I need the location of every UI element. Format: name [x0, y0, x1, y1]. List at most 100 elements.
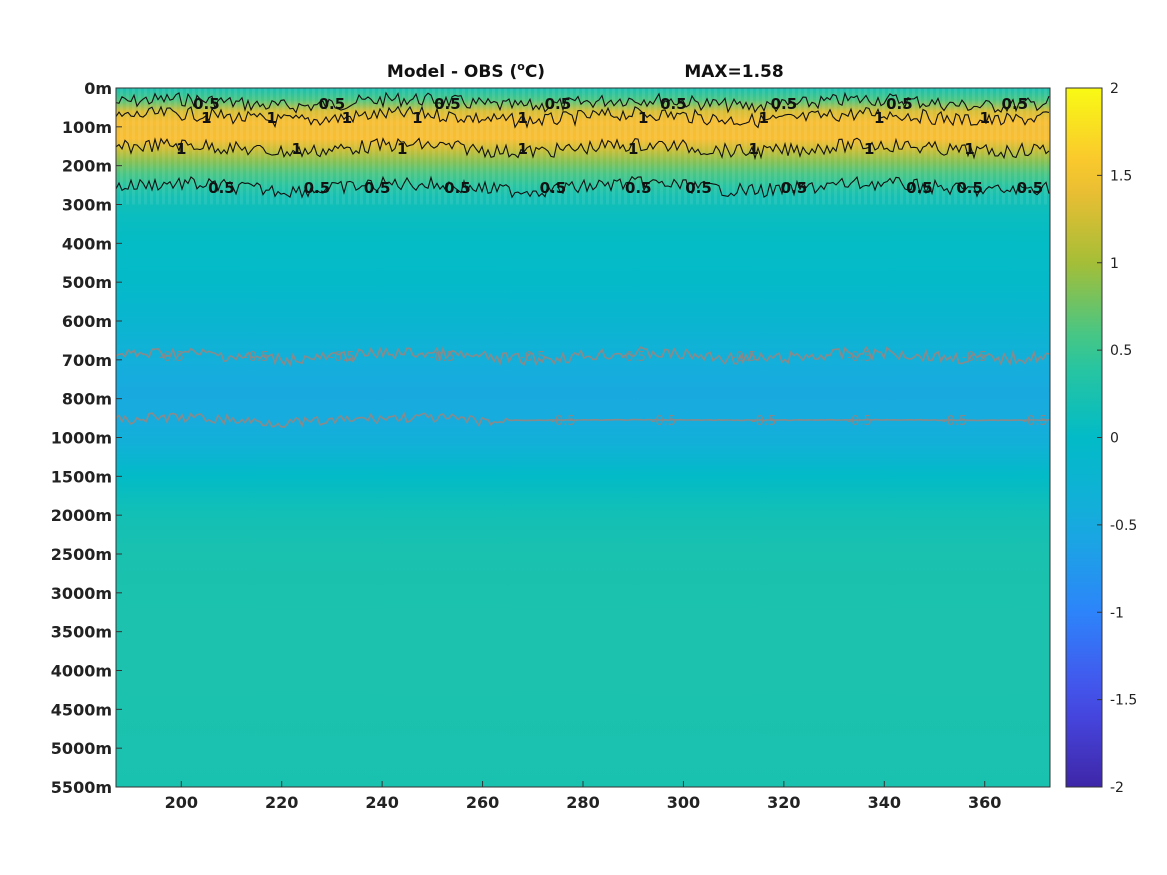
- black-contour-line: [116, 137, 1050, 161]
- y-tick-label: 500m: [62, 273, 112, 292]
- black-contour-label: 1: [638, 109, 648, 127]
- black-contour-label: 0.5: [685, 179, 712, 197]
- gray-contour-label: -0.5: [846, 350, 871, 365]
- colorbar-tick-label: -0.5: [1110, 518, 1137, 534]
- gray-contour-line: [116, 345, 1050, 368]
- x-tick-label: 260: [466, 793, 499, 812]
- y-tick-label: 700m: [62, 351, 112, 370]
- black-contour-label: 0.5: [444, 179, 471, 197]
- black-contour-label: 1: [980, 109, 990, 127]
- y-tick-label: 2500m: [51, 545, 112, 564]
- colorbar-ticks: 2 1.5 1 0.5 0 -0.5 -1 -1.5 -2: [1097, 81, 1137, 796]
- gray-contour-label: -0.5: [846, 414, 871, 429]
- x-axis: 200 220 240 260 280 300 320 340 360: [165, 781, 1001, 812]
- y-tick-label: 5000m: [51, 739, 112, 758]
- y-tick-label: 600m: [62, 312, 112, 331]
- black-contour-label: 0.5: [781, 179, 808, 197]
- black-contour-label: 0.5: [906, 179, 933, 197]
- contour-layer: [116, 91, 1050, 428]
- colorbar-tick-label: -2: [1110, 780, 1124, 796]
- x-tick-label: 200: [165, 793, 198, 812]
- black-contour-label: 0.5: [1002, 95, 1029, 113]
- contour-label-layer: 0.5 0.5 0.5 0.5 0.5 0.5 0.5 0.51 1 1 1 1 1 1 1 11 1 1 1 1 1 1…: [159, 95, 1048, 429]
- chart-title-suffix: C): [525, 62, 545, 82]
- colorbar-tick-label: 1.5: [1110, 168, 1132, 184]
- black-contour-label: 1: [397, 140, 407, 158]
- colorbar-tick-label: 2: [1110, 81, 1119, 97]
- black-contour-label: 1: [964, 140, 974, 158]
- y-axis: 0m 100m 200m 300m 400m 500m 600m 700m 800m 1000m 1…: [51, 79, 122, 797]
- x-tick-label: 300: [667, 793, 700, 812]
- black-contour-label: 1: [201, 109, 211, 127]
- gray-contour-label: -0.5: [731, 350, 756, 365]
- black-contour-line: [116, 91, 1050, 114]
- x-tick-label: 340: [868, 793, 901, 812]
- black-contour-label: 0.5: [771, 95, 798, 113]
- y-tick-label: 3500m: [51, 623, 112, 642]
- colorbar: [1065, 87, 1103, 788]
- x-tick-label: 220: [265, 793, 298, 812]
- y-tick-label: 5500m: [51, 778, 112, 797]
- black-contour-label: 1: [759, 109, 769, 127]
- gray-contour-label: -0.5: [651, 414, 676, 429]
- gray-contour-label: -0.5: [550, 414, 575, 429]
- y-tick-label: 2000m: [51, 506, 112, 525]
- black-contour-label: 0.5: [540, 179, 567, 197]
- black-contour-label: 0.5: [886, 95, 913, 113]
- x-tick-label: 360: [968, 793, 1001, 812]
- chart-title-superscript: o: [517, 60, 525, 73]
- black-contour-label: 1: [412, 109, 422, 127]
- black-contour-line: [116, 105, 1050, 129]
- black-contour-label: 0.5: [364, 179, 391, 197]
- y-tick-label: 1000m: [51, 429, 112, 448]
- gray-contour-label: -0.5: [244, 350, 269, 365]
- y-tick-label: 200m: [62, 157, 112, 176]
- chart-title: Model - OBS (oC): [387, 60, 545, 82]
- black-contour-label: 1: [628, 140, 638, 158]
- y-tick-label: 0m: [84, 79, 112, 98]
- gray-contour-label: -0.5: [329, 350, 354, 365]
- x-tick-label: 240: [365, 793, 398, 812]
- black-contour-label: 1: [266, 109, 276, 127]
- chart-title-prefix: Model - OBS (: [387, 62, 517, 82]
- colorbar-tick-label: -1.5: [1110, 693, 1137, 709]
- black-contour-label: 1: [864, 140, 874, 158]
- y-tick-label: 4500m: [51, 700, 112, 719]
- y-tick-label: 4000m: [51, 662, 112, 681]
- black-contour-label: 0.5: [193, 95, 220, 113]
- y-tick-label: 400m: [62, 234, 112, 253]
- black-contour-label: 1: [749, 140, 759, 158]
- black-contour-label: 0.5: [319, 95, 346, 113]
- y-tick-label: 1500m: [51, 467, 112, 486]
- black-contour-label: 0.5: [208, 179, 235, 197]
- black-contour-label: 0.5: [434, 95, 461, 113]
- gray-contour-label: -0.5: [942, 414, 967, 429]
- colorbar-tick-label: 0: [1110, 431, 1119, 447]
- gray-contour-line: [116, 411, 1050, 428]
- gray-contour-label: -0.5: [1022, 414, 1047, 429]
- gray-contour-label: -0.5: [520, 350, 545, 365]
- black-contour-label: 1: [342, 109, 352, 127]
- black-contour-label: 1: [518, 140, 528, 158]
- x-tick-label: 320: [767, 793, 800, 812]
- black-contour-label: 0.5: [625, 179, 652, 197]
- gray-contour-label: -0.5: [621, 350, 646, 365]
- black-contour-label: 0.5: [1017, 179, 1044, 197]
- gray-contour-label: -0.5: [159, 350, 184, 365]
- y-tick-label: 300m: [62, 196, 112, 215]
- x-tick-label: 280: [566, 793, 599, 812]
- y-tick-label: 800m: [62, 390, 112, 409]
- black-contour-label: 1: [874, 109, 884, 127]
- black-contour-line: [116, 175, 1050, 199]
- y-tick-label: 100m: [62, 118, 112, 137]
- black-contour-label: 1: [518, 109, 528, 127]
- gray-contour-label: -0.5: [430, 350, 455, 365]
- gray-contour-label: -0.5: [751, 414, 776, 429]
- black-contour-label: 0.5: [956, 179, 983, 197]
- black-contour-label: 0.5: [660, 95, 687, 113]
- black-contour-label: 1: [176, 140, 186, 158]
- black-contour-label: 0.5: [545, 95, 572, 113]
- y-tick-label: 3000m: [51, 584, 112, 603]
- colorbar-tick-label: -1: [1110, 605, 1124, 621]
